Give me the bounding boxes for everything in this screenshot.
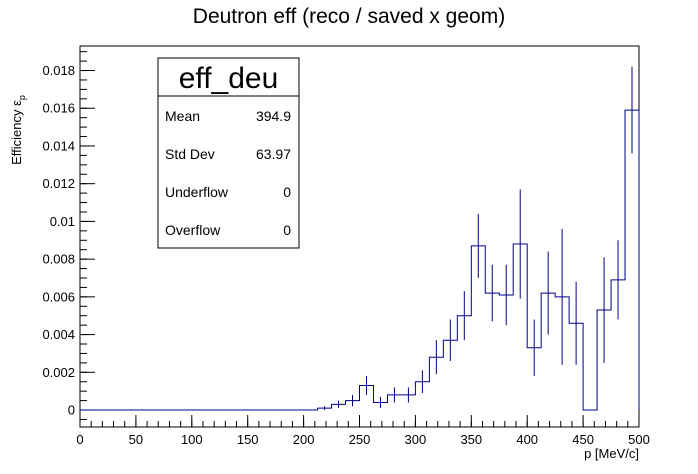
- y-axis: 0 0.002 0.004 0.006 0.008 0.01 0.012 0.014 0.016…: [42, 51, 95, 420]
- y-tick-label: 0.006: [42, 289, 75, 304]
- y-tick-label: 0.012: [42, 176, 75, 191]
- x-tick-label: 250: [349, 432, 371, 447]
- x-tick-label: 0: [76, 432, 83, 447]
- chart-title: Deutron eff (reco / saved x geom): [193, 5, 505, 28]
- stats-overflow-value: 0: [283, 222, 291, 238]
- x-tick-label: 50: [129, 432, 143, 447]
- x-tick-label: 150: [237, 432, 259, 447]
- stats-box-title: eff_deu: [179, 62, 279, 95]
- y-tick-label: 0: [68, 403, 75, 418]
- y-axis-label-main: Efficiency ε: [9, 100, 24, 165]
- x-tick-label: 400: [516, 432, 538, 447]
- y-tick-label: 0.008: [42, 252, 75, 267]
- stats-box-frame: [157, 57, 300, 249]
- stats-stddev-label: Std Dev: [165, 146, 215, 162]
- x-tick-label: 300: [405, 432, 427, 447]
- stats-stddev-value: 63.97: [256, 146, 291, 162]
- y-tick-label: 0.004: [42, 327, 75, 342]
- y-tick-label: 0.018: [42, 63, 75, 78]
- x-axis: 0 50 100 150 200 250 300 350 400 450 500: [76, 415, 650, 447]
- error-bars: [324, 66, 633, 411]
- stats-mean-value: 394.9: [256, 108, 291, 124]
- x-axis-label: p [MeV/c]: [584, 446, 639, 461]
- x-tick-label: 450: [572, 432, 594, 447]
- y-tick-label: 0.014: [42, 138, 75, 153]
- y-axis-label-subscript: p: [17, 95, 27, 100]
- y-tick-label: 0.002: [42, 365, 75, 380]
- stats-box: eff_deu Mean 394.9 Std Dev 63.97 Underfl…: [157, 57, 300, 249]
- x-tick-label: 200: [293, 432, 315, 447]
- y-tick-label: 0.01: [50, 214, 75, 229]
- stats-underflow-value: 0: [283, 184, 291, 200]
- x-tick-label: 500: [628, 432, 650, 447]
- stats-underflow-label: Underflow: [165, 184, 229, 200]
- stats-overflow-label: Overflow: [165, 222, 221, 238]
- y-tick-label: 0.016: [42, 101, 75, 116]
- x-tick-label: 350: [460, 432, 482, 447]
- y-axis-label: Efficiency εp: [9, 95, 27, 165]
- stats-mean-label: Mean: [165, 108, 200, 124]
- x-tick-label: 100: [181, 432, 203, 447]
